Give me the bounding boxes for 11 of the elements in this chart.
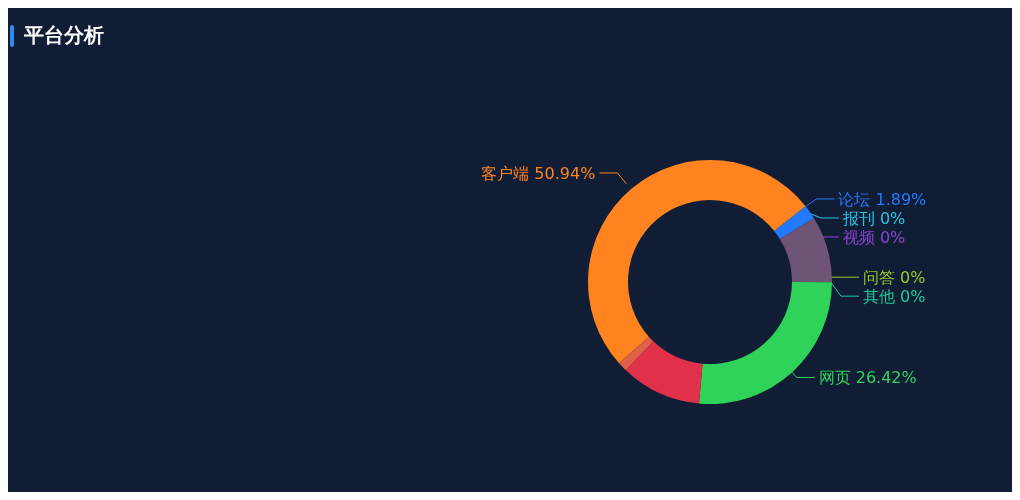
- slice-label: 论坛 1.89%: [838, 189, 927, 209]
- text: 平台分析: [24, 22, 104, 49]
- category-label: 其他 0%: [863, 286, 926, 306]
- slice-label: 客户端 50.94%: [481, 163, 596, 183]
- category-label: 视频 0%: [842, 227, 906, 247]
- legend-label: 报刊 0%: [841, 208, 906, 228]
- slice-label: 网页 26.42%: [818, 368, 917, 388]
- donut-slice: [625, 341, 703, 404]
- donut-slice: [619, 336, 654, 371]
- donut-slice: [779, 218, 832, 283]
- legend-label: 问答 0%: [863, 267, 926, 287]
